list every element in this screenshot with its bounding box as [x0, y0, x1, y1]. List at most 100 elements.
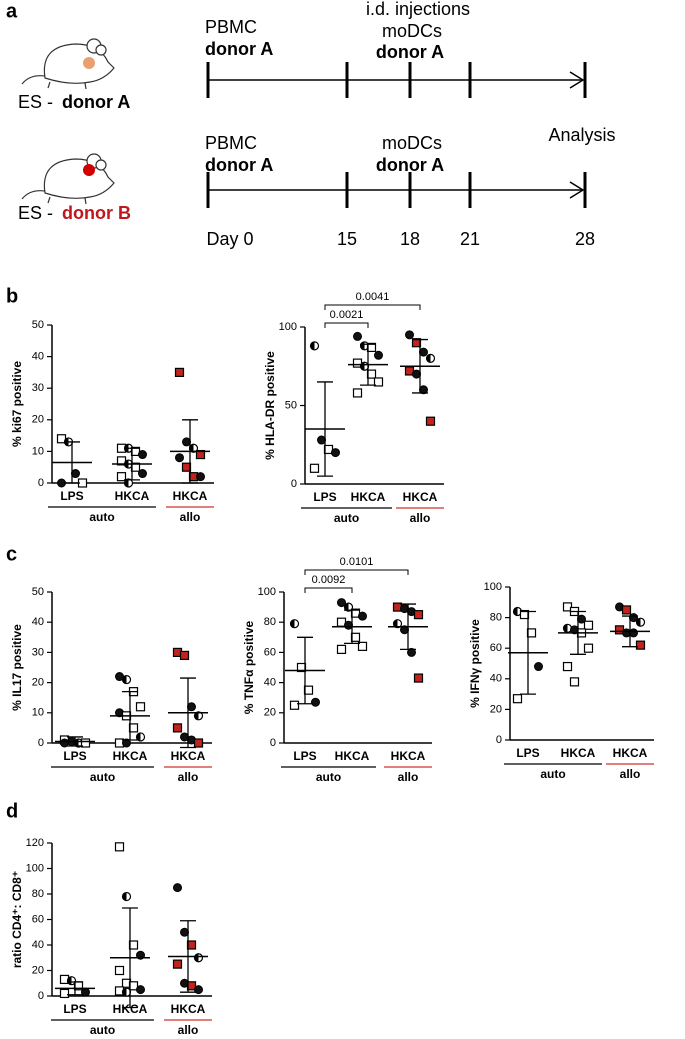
point	[80, 738, 91, 748]
mouse-label: ES -	[18, 92, 53, 112]
point	[583, 620, 594, 630]
y-axis-label: % TNFα positive	[242, 620, 256, 714]
point	[182, 437, 191, 447]
panel-label: a	[6, 0, 18, 22]
point-half	[344, 603, 349, 612]
y-tick-label: 20	[264, 707, 276, 719]
point	[193, 738, 204, 748]
timeline-row	[206, 62, 587, 98]
mouse-label: ES -	[18, 203, 53, 223]
y-tick-label: 80	[264, 616, 276, 628]
point	[175, 453, 184, 463]
mouse-donor: donor A	[62, 92, 130, 112]
error-bar	[412, 338, 428, 394]
error-bar	[570, 610, 586, 655]
point	[193, 711, 204, 721]
y-tick-label: 20	[32, 414, 44, 426]
point-half	[136, 732, 141, 741]
point	[128, 723, 139, 733]
y-tick-label: 60	[264, 646, 276, 658]
y-tick-label: 0	[38, 737, 44, 749]
point	[350, 632, 361, 642]
point	[407, 647, 416, 657]
point	[174, 367, 185, 377]
group-label: allo	[398, 770, 419, 784]
point	[392, 619, 403, 629]
y-tick-label: 80	[32, 888, 44, 900]
mouse-icon	[21, 38, 115, 90]
point-half	[563, 624, 568, 633]
point-half	[310, 341, 315, 350]
mouse-icon	[21, 153, 115, 205]
group-label: allo	[180, 510, 201, 524]
panel-label: d	[6, 800, 18, 822]
y-tick-label: 100	[258, 586, 276, 598]
point	[366, 369, 377, 379]
event-label: moDCs	[382, 133, 442, 153]
day-label: 28	[575, 229, 595, 249]
error-bar	[182, 419, 198, 484]
y-tick-label: 100	[279, 321, 297, 333]
x-tick-label: HKCA	[113, 749, 148, 763]
point	[405, 330, 414, 340]
point	[425, 416, 436, 426]
point	[374, 350, 383, 360]
point	[413, 610, 424, 620]
x-tick-label: HKCA	[115, 489, 150, 503]
y-tick-label: 0	[270, 737, 276, 749]
group-label: allo	[410, 511, 431, 525]
error-bar	[360, 343, 376, 386]
error-bar	[180, 677, 196, 749]
point	[359, 361, 370, 371]
point	[66, 976, 77, 986]
point	[289, 700, 300, 710]
y-tick-label: 60	[32, 913, 44, 925]
point	[114, 842, 125, 852]
point	[534, 662, 543, 672]
point-half	[290, 619, 295, 628]
point	[194, 985, 203, 995]
x-tick-label: HKCA	[351, 490, 386, 504]
significance-bracket	[304, 569, 409, 575]
significance-bracket	[304, 587, 353, 593]
x-tick-label: LPS	[293, 749, 316, 763]
y-tick-label: 30	[32, 382, 44, 394]
point-half	[122, 675, 127, 684]
point	[562, 623, 573, 633]
point	[187, 702, 196, 712]
x-tick-label: LPS	[516, 746, 539, 760]
point-half	[393, 619, 398, 628]
point	[135, 702, 146, 712]
y-tick-label: 50	[285, 399, 297, 411]
event-label: PBMC	[205, 133, 257, 153]
p-value: 0.0041	[356, 291, 390, 303]
y-tick-label: 50	[32, 319, 44, 331]
point	[583, 643, 594, 653]
point	[336, 644, 347, 654]
x-tick-label: LPS	[63, 749, 86, 763]
p-value: 0.0092	[312, 574, 346, 586]
y-axis-label: % IL17 positive	[10, 624, 24, 711]
point	[138, 469, 147, 479]
point	[193, 953, 204, 963]
panel-label: b	[6, 285, 18, 307]
point	[353, 331, 362, 341]
point	[309, 341, 320, 351]
x-tick-label: HKCA	[113, 1002, 148, 1016]
point	[121, 987, 132, 997]
point	[373, 377, 384, 387]
y-tick-label: 10	[32, 445, 44, 457]
point	[343, 602, 354, 612]
x-tick-label: HKCA	[335, 749, 370, 763]
y-tick-label: 10	[32, 707, 44, 719]
point	[569, 677, 580, 687]
event-label: PBMC	[205, 17, 257, 37]
group-label: allo	[620, 767, 641, 781]
point	[181, 462, 192, 472]
y-tick-label: 0	[291, 478, 297, 490]
timeline-row	[206, 172, 587, 208]
point	[114, 965, 125, 976]
y-tick-label: 120	[26, 837, 44, 849]
point	[116, 472, 127, 482]
